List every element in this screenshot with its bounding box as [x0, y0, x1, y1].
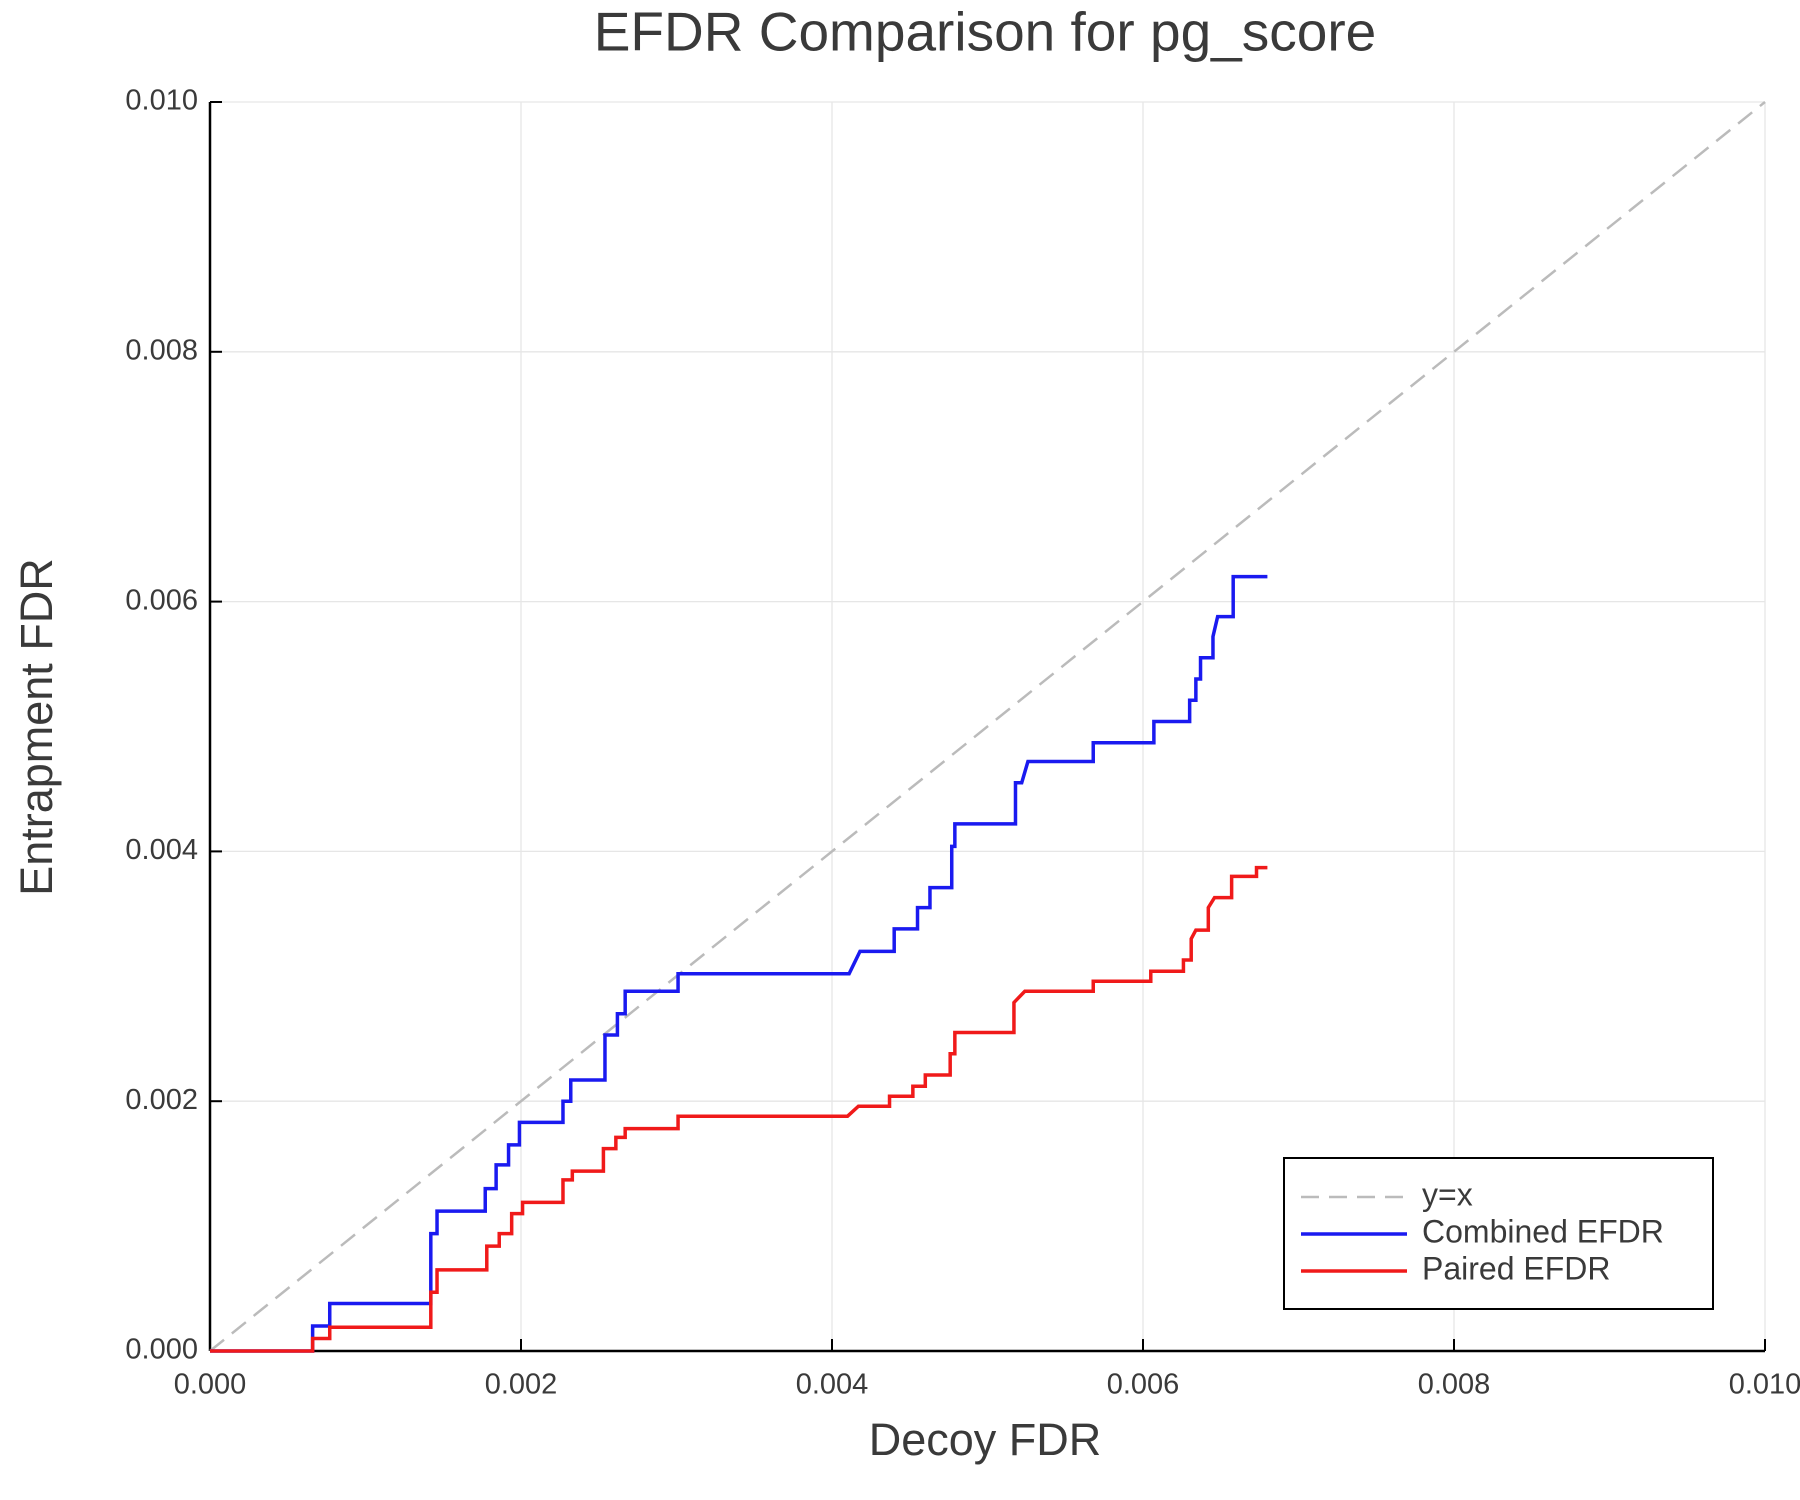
y-tick-label: 0.002 — [125, 1084, 198, 1116]
series-line — [209, 101, 1766, 1352]
y-tick-label: 0.006 — [125, 584, 198, 616]
legend-label: Paired EFDR — [1422, 1250, 1611, 1286]
y-axis-label: Entrapment FDR — [11, 558, 62, 896]
legend-label: Combined EFDR — [1422, 1213, 1664, 1249]
x-tick-label: 0.008 — [1418, 1369, 1491, 1401]
y-tick-label: 0.000 — [125, 1334, 198, 1366]
x-axis-label: Decoy FDR — [869, 1414, 1102, 1465]
y-tick-label: 0.004 — [125, 834, 198, 866]
x-tick-label: 0.006 — [1107, 1369, 1180, 1401]
chart-title: EFDR Comparison for pg_score — [594, 1, 1377, 63]
x-tick-label: 0.000 — [174, 1369, 247, 1401]
series-line — [210, 574, 1268, 1353]
y-tick-label: 0.010 — [125, 85, 198, 117]
x-tick-label: 0.004 — [796, 1369, 869, 1401]
legend-label: y=x — [1422, 1176, 1473, 1212]
x-tick-label: 0.010 — [1729, 1369, 1800, 1401]
series-line — [210, 865, 1268, 1353]
x-tick-label: 0.002 — [485, 1369, 558, 1401]
y-tick-label: 0.008 — [125, 334, 198, 366]
